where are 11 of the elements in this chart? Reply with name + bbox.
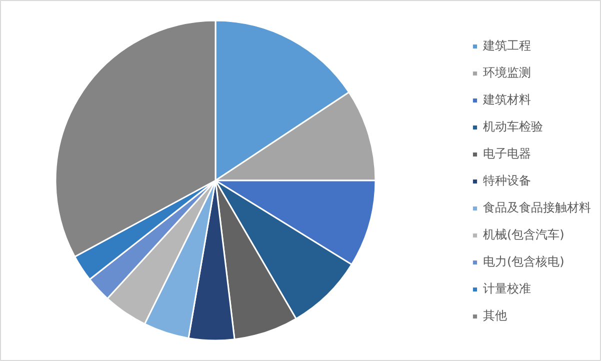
legend-label: 计量校准 (483, 280, 531, 297)
legend-label: 建筑材料 (483, 91, 531, 108)
legend-label: 机械(包含汽车) (483, 226, 564, 243)
legend-label: 食品及食品接触材料 (483, 199, 591, 216)
legend-label: 建筑工程 (483, 37, 531, 54)
legend-label: 电力(包含核电) (483, 253, 564, 270)
legend-label: 特种设备 (483, 172, 531, 189)
legend-label: 机动车检验 (483, 118, 543, 135)
legend-label: 环境监测 (483, 64, 531, 81)
legend-label: 电子电器 (483, 145, 531, 162)
legend-label: 其他 (483, 307, 507, 324)
